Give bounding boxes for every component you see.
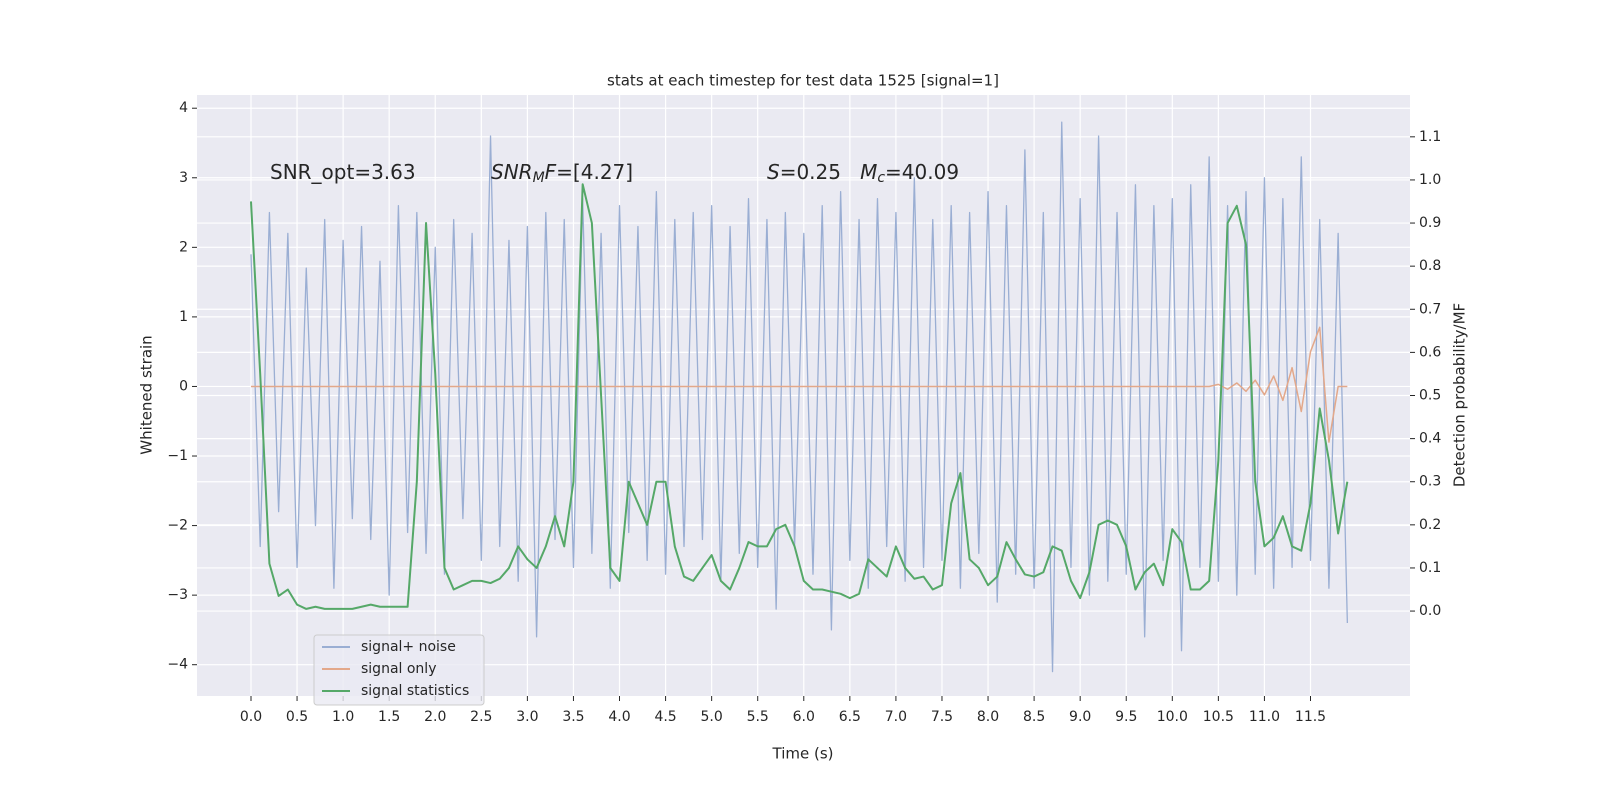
x-tick-label: 6.0 [793,709,815,725]
series-line [250,121,1348,673]
y2-tick-label: 1.1 [1419,129,1441,145]
y-tick-label: 1 [179,309,188,325]
y2-tick-label: 0.6 [1419,344,1441,360]
y2-tick-label: 0.9 [1419,215,1441,231]
legend-label: signal+ noise [361,639,456,655]
y-tick-label: −3 [167,587,188,603]
x-tick-label: 4.5 [654,709,676,725]
series-line [249,183,1349,610]
series-line [250,326,1348,443]
legend-label: signal statistics [361,683,469,699]
y-tick-label: 2 [179,239,188,255]
x-tick-label: 1.5 [378,709,400,725]
y-tick-label: 4 [179,100,188,116]
annotation-part: SNR_opt=3.63 [270,160,416,184]
legend-label: signal only [361,661,436,677]
x-tick-label: 3.5 [562,709,584,725]
annotation-part: c [877,170,885,186]
marks [249,121,1349,673]
annotation-part: S [767,160,780,184]
x-tick-label: 5.5 [747,709,769,725]
x-tick-label: 5.0 [701,709,723,725]
y2-tick-label: 0.1 [1419,560,1441,576]
y-axis-label: Whitened strain [138,335,156,454]
x-tick-label: 2.5 [470,709,492,725]
x-tick-label: 4.0 [608,709,630,725]
x-tick-label: 3.0 [516,709,538,725]
x-tick-label: 10.5 [1203,709,1234,725]
x-tick-label: 0.0 [240,709,262,725]
axes: 0.0 0.5 1.0 1.5 2.0 2.5 3.0 3.5 4.0 4.5 5.0 5.5 6.0 6… [167,100,1441,725]
y2-tick-label: 0.3 [1419,474,1441,490]
x-tick-label: 1.0 [332,709,354,725]
legend-box [313,634,485,706]
x-tick-label: 11.0 [1249,709,1280,725]
x-tick-label: 7.5 [931,709,953,725]
x-tick-label: 11.5 [1295,709,1326,725]
y2-tick-label: 0.0 [1419,603,1441,619]
y-tick-label: −2 [167,518,188,534]
grid [197,95,1410,696]
y2-axis-label: Detection probability/MF [1451,303,1469,487]
annotation-part: F [545,160,557,184]
y-tick-label: −4 [167,657,188,673]
y-tick-label: 3 [179,170,188,186]
annotation-part: =0.25 [780,160,860,184]
annotation-part: SNR [491,160,533,184]
annotation-part: M [533,170,545,186]
y2-tick-label: 1.0 [1419,172,1441,188]
y2-tick-label: 0.2 [1419,517,1441,533]
annotation-part: M [860,160,877,184]
x-tick-label: 9.5 [1115,709,1137,725]
y-tick-label: 0 [179,378,188,394]
x-tick-label: 8.5 [1023,709,1045,725]
x-tick-label: 10.0 [1157,709,1188,725]
x-tick-label: 0.5 [286,709,308,725]
legend: signal+ noise signal only signal statistic… [313,634,485,706]
x-tick-label: 6.5 [839,709,861,725]
y2-tick-label: 0.4 [1419,431,1441,447]
x-tick-label: 9.0 [1069,709,1091,725]
x-axis-label: Time (s) [772,745,834,763]
x-tick-label: 7.0 [885,709,907,725]
annotation: SNRMF=[4.27] [491,160,633,187]
y2-tick-label: 0.8 [1419,258,1441,274]
annotation-part: =40.09 [885,160,959,184]
x-tick-label: 2.0 [424,709,446,725]
x-tick-label: 8.0 [977,709,999,725]
annotation: SNR_opt=3.63 [270,160,416,184]
y2-tick-label: 0.5 [1419,388,1441,404]
annotation-part: =[4.27] [556,160,633,184]
y2-tick-label: 0.7 [1419,301,1441,317]
chart-title: stats at each timestep for test data 152… [607,72,999,90]
y-tick-label: −1 [167,448,188,464]
annotation: S=0.25 Mc=40.09 [767,160,959,187]
